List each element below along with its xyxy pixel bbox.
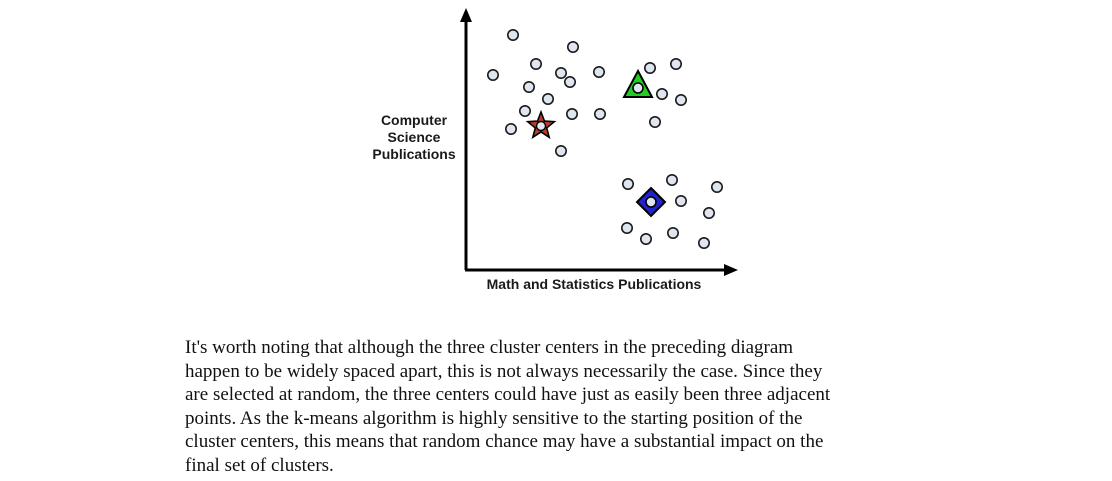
paragraph-line: final set of clusters. <box>185 454 334 476</box>
y-axis-label-line: Computer <box>380 112 448 128</box>
data-point <box>565 108 578 121</box>
data-point <box>554 67 567 80</box>
y-axis-arrowhead <box>460 8 472 22</box>
triangle-center-point <box>632 82 644 94</box>
data-point <box>655 88 668 101</box>
data-point <box>529 57 542 70</box>
paragraph-line: are selected at random, the three center… <box>185 384 831 405</box>
data-point <box>674 195 687 208</box>
kmeans-cluster-diagram: Computer Science Publications Math and S… <box>340 8 738 292</box>
data-point <box>648 116 661 129</box>
centers-layer <box>525 68 667 218</box>
data-point <box>639 233 652 246</box>
data-point <box>621 178 634 191</box>
diamond-center-point <box>645 196 657 208</box>
data-point <box>554 145 567 158</box>
data-point <box>620 222 633 235</box>
body-paragraph: It's worth noting that although the thre… <box>185 336 945 477</box>
points-layer <box>486 28 723 250</box>
data-point <box>541 93 554 106</box>
x-axis-label: Math and Statistics Publications <box>486 276 702 292</box>
y-axis-label-line: Science <box>387 129 441 145</box>
star-center-point <box>535 120 547 132</box>
data-point <box>563 76 576 89</box>
paragraph-line: points. As the k-means algorithm is high… <box>185 407 803 429</box>
data-point <box>504 123 517 136</box>
data-point <box>669 57 682 70</box>
paragraph-line: It's worth noting that although the thre… <box>185 337 794 358</box>
paragraph-line: happen to be widely spaced apart, this i… <box>185 360 823 382</box>
paragraph-line: cluster centers, this means that random … <box>185 431 824 452</box>
data-point <box>506 28 519 41</box>
x-axis-arrowhead <box>724 264 738 276</box>
data-point <box>665 174 678 187</box>
data-point <box>518 105 531 118</box>
data-point <box>666 227 679 240</box>
y-axis-label-line: Publications <box>372 146 456 162</box>
data-point <box>566 40 579 53</box>
data-point <box>710 181 723 194</box>
data-point <box>592 66 605 79</box>
data-point <box>593 108 606 121</box>
data-point <box>674 94 687 107</box>
axes <box>460 8 738 276</box>
data-point <box>486 69 499 82</box>
data-point <box>643 61 656 74</box>
data-point <box>697 237 710 250</box>
scatter-plot-svg <box>460 8 738 276</box>
y-axis-label: Computer Science Publications <box>340 112 488 163</box>
data-point <box>702 207 715 220</box>
data-point <box>522 81 535 94</box>
